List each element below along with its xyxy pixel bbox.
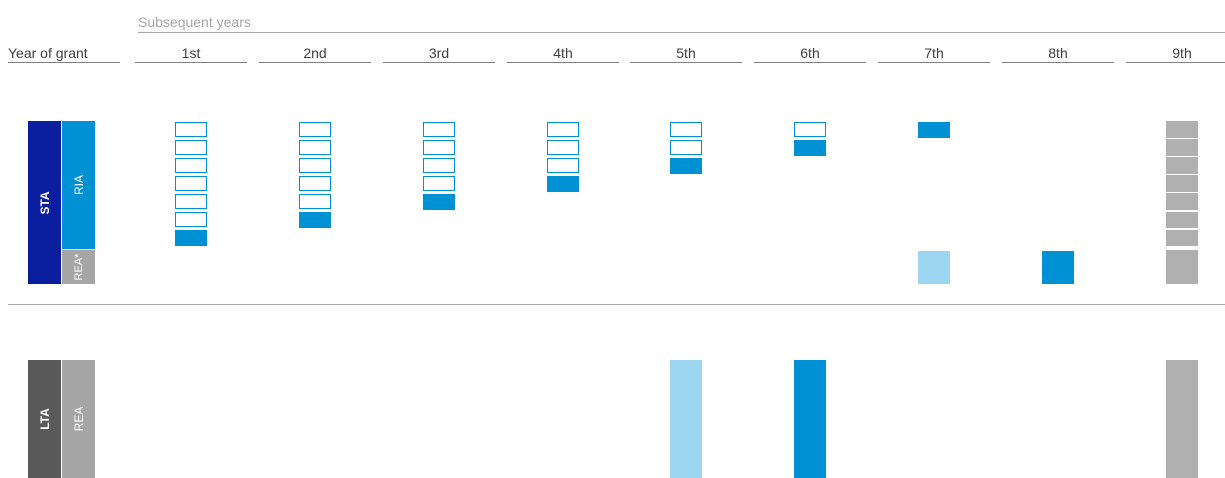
ria-bar: RIA xyxy=(62,121,95,249)
ria-label: RIA xyxy=(71,174,86,196)
ria-pending-cell xyxy=(423,158,455,173)
ria-pending-cell xyxy=(175,122,207,137)
ria-pending-cell xyxy=(175,212,207,227)
ria-pending-cell xyxy=(423,176,455,191)
subsequent-years-rule xyxy=(138,32,1225,33)
lta-bar: LTA xyxy=(28,360,61,478)
column-header-5th: 5th xyxy=(676,45,696,61)
ria-pending-cell xyxy=(299,158,331,173)
year-of-grant-rule xyxy=(8,62,120,63)
ria-pending-cell xyxy=(299,140,331,155)
lta-rea-block xyxy=(670,360,702,478)
ninth-year-grey-cell xyxy=(1166,250,1198,284)
ria-pending-cell xyxy=(547,158,579,173)
column-header-4th: 4th xyxy=(553,45,573,61)
ria-pending-cell xyxy=(299,176,331,191)
ria-pending-cell xyxy=(670,140,702,155)
rea-star-label: REA* xyxy=(72,253,85,281)
column-rule-5th xyxy=(630,62,742,63)
ninth-year-grey-cell xyxy=(1166,193,1198,211)
column-header-7th: 7th xyxy=(924,45,944,61)
ninth-year-grey-cell xyxy=(1166,157,1198,174)
ninth-year-grey-cell xyxy=(1166,229,1198,247)
ria-pending-cell xyxy=(670,122,702,137)
ria-vested-cell xyxy=(794,140,826,156)
ria-pending-cell xyxy=(423,122,455,137)
ninth-year-grey-cell xyxy=(1166,121,1198,138)
ria-pending-cell xyxy=(299,194,331,209)
column-rule-1st xyxy=(135,62,247,63)
column-header-6th: 6th xyxy=(800,45,820,61)
ria-pending-cell xyxy=(547,122,579,137)
column-rule-3rd xyxy=(383,62,495,63)
ria-vested-cell xyxy=(175,230,207,246)
ria-pending-cell xyxy=(423,140,455,155)
ninth-year-grey-cell xyxy=(1166,211,1198,229)
lta-rea-block xyxy=(794,360,826,478)
ria-vested-cell xyxy=(423,194,455,210)
year-of-grant-label: Year of grant xyxy=(8,45,88,61)
lta-label: LTA xyxy=(37,408,52,430)
rea-star-bar: REA* xyxy=(62,250,95,284)
subsequent-years-label: Subsequent years xyxy=(138,14,251,30)
column-header-9th: 9th xyxy=(1172,45,1192,61)
ria-pending-cell xyxy=(175,176,207,191)
ria-pending-cell xyxy=(299,122,331,137)
column-header-1st: 1st xyxy=(181,45,201,61)
ninth-year-grey-cell xyxy=(1166,175,1198,192)
sta-bar: STA xyxy=(28,121,61,284)
ria-pending-cell xyxy=(794,122,826,137)
lta-rea-block xyxy=(1166,360,1198,478)
rea-label: REA xyxy=(71,406,86,432)
column-header-8th: 8th xyxy=(1048,45,1068,61)
ria-vested-cell xyxy=(547,176,579,192)
column-rule-7th xyxy=(878,62,990,63)
column-rule-8th xyxy=(1002,62,1114,63)
ria-vested-cell xyxy=(670,158,702,174)
sta-rea-block xyxy=(918,251,950,284)
sta-rea-block xyxy=(1042,251,1074,284)
column-rule-9th xyxy=(1126,62,1225,63)
ria-pending-cell xyxy=(175,158,207,173)
column-rule-6th xyxy=(754,62,866,63)
ria-pending-cell xyxy=(175,140,207,155)
rea-bar: REA xyxy=(62,360,95,478)
ninth-year-grey-cell xyxy=(1166,139,1198,156)
column-rule-4th xyxy=(507,62,619,63)
sta-label: STA xyxy=(37,190,52,215)
ria-vested-cell xyxy=(299,212,331,228)
section-separator xyxy=(8,304,1225,305)
ria-pending-cell xyxy=(175,194,207,209)
column-header-2nd: 2nd xyxy=(303,45,327,61)
ria-pending-cell xyxy=(547,140,579,155)
ria-vested-cell xyxy=(918,122,950,138)
column-header-3rd: 3rd xyxy=(428,45,450,61)
column-rule-2nd xyxy=(259,62,371,63)
